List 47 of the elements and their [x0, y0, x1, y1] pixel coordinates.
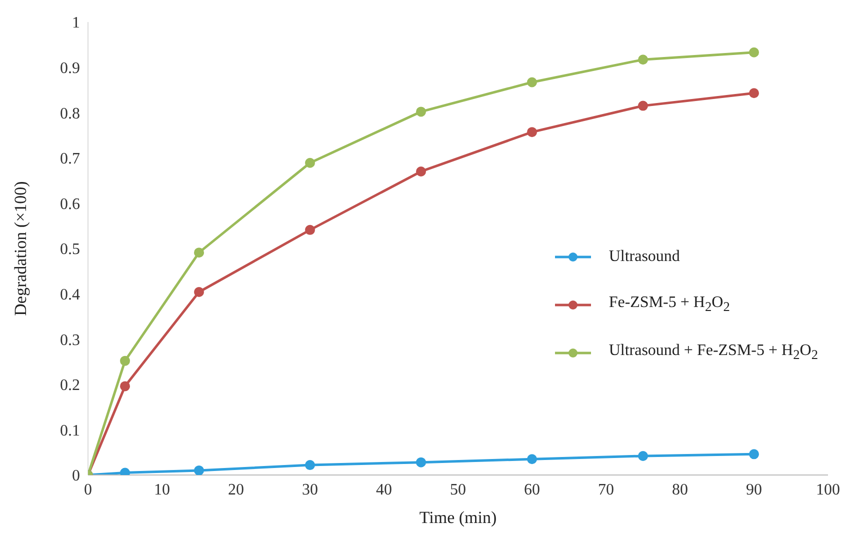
point	[194, 286, 204, 297]
point	[305, 224, 315, 235]
y-tick-label: 0.8	[60, 105, 80, 122]
y-tick-label: 0.6	[60, 196, 80, 213]
point	[749, 88, 759, 98]
y-tick-label: 0.3	[60, 332, 80, 349]
point	[120, 381, 130, 392]
x-tick-label: 60	[524, 481, 540, 498]
legend-label: Ultrasound + Fe-ZSM-5 + H$_{2}$O$_{2}$	[608, 342, 818, 364]
x-tick-label: 50	[450, 481, 466, 498]
y-tick-label: 0.5	[60, 241, 80, 258]
point	[527, 454, 537, 464]
y-tick-label: 0.9	[60, 60, 80, 77]
point	[638, 450, 648, 461]
point	[194, 248, 204, 258]
point	[638, 100, 648, 111]
legend-label: Fe-ZSM-5 + H$_{2}$O$_{2}$	[608, 294, 730, 316]
y-axis-title: Degradation (×100)	[11, 181, 30, 316]
x-tick-label: 70	[598, 481, 614, 498]
point	[749, 47, 759, 58]
y-tick-label: 0	[72, 468, 80, 485]
x-tick-label: 90	[746, 481, 762, 498]
point	[416, 457, 426, 468]
point	[416, 106, 426, 117]
point	[194, 465, 204, 475]
point	[749, 449, 759, 460]
x-axis-title: Time (min)	[419, 508, 497, 527]
x-tick-label: 100	[816, 481, 840, 498]
point	[416, 166, 426, 176]
point	[120, 356, 130, 366]
x-tick-label: 0	[84, 481, 92, 498]
point	[527, 127, 537, 138]
point	[638, 54, 648, 65]
x-tick-label: 40	[376, 481, 392, 498]
legend-label: Ultrasound	[608, 248, 680, 266]
x-tick-label: 80	[672, 481, 688, 498]
x-tick-label: 10	[154, 481, 170, 498]
point	[305, 460, 315, 470]
y-tick-label: 0.2	[60, 377, 80, 394]
y-tick-label: 0.1	[60, 422, 80, 440]
point	[305, 158, 315, 168]
point	[527, 77, 537, 88]
y-tick-label: 0.4	[60, 286, 80, 304]
x-tick-label: 30	[302, 481, 318, 498]
y-tick-label: 0.7	[60, 150, 80, 168]
y-tick-label: 1	[72, 14, 80, 32]
x-tick-label: 20	[228, 481, 244, 498]
